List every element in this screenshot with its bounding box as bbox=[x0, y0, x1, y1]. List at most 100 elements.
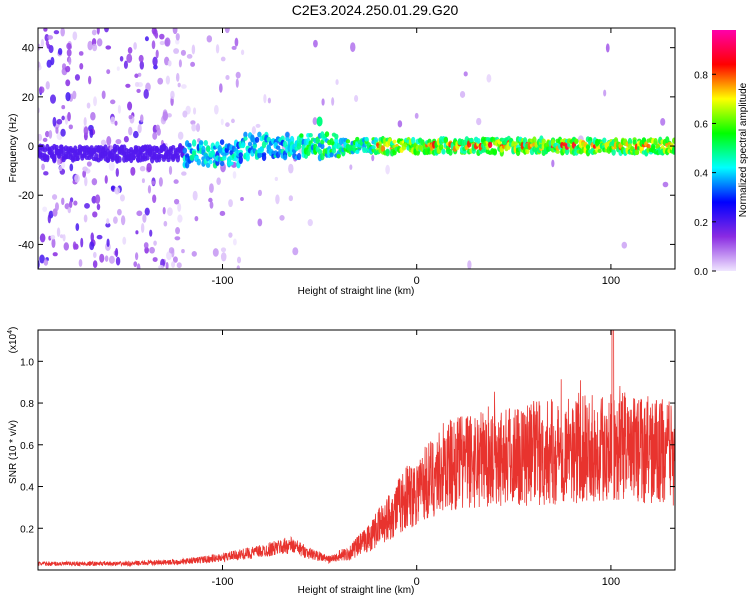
noise-blob bbox=[61, 104, 66, 110]
spectrogram-heatmap bbox=[38, 28, 675, 269]
noise-blob bbox=[82, 170, 87, 178]
x-tick-label: -100 bbox=[211, 275, 233, 287]
band-blob bbox=[240, 142, 246, 148]
noise-blob bbox=[177, 82, 181, 88]
noise-blob bbox=[190, 61, 196, 67]
noise-blob bbox=[158, 177, 163, 187]
x-tick-label: 0 bbox=[414, 576, 420, 588]
noise-blob bbox=[65, 91, 71, 102]
band-blob bbox=[317, 148, 323, 155]
noise-blob bbox=[137, 72, 142, 77]
noise-blob bbox=[78, 51, 84, 56]
noise-blob bbox=[240, 49, 245, 56]
noise-blob bbox=[106, 218, 110, 225]
noise-blob bbox=[51, 194, 58, 200]
noise-blob bbox=[115, 247, 119, 258]
noise-blob bbox=[47, 35, 54, 40]
noise-blob bbox=[181, 249, 185, 254]
spectrogram-xlabel: Height of straight line (km) bbox=[298, 286, 415, 297]
noise-blob bbox=[115, 167, 119, 177]
noise-blob bbox=[414, 112, 419, 119]
band-blob bbox=[443, 136, 449, 144]
band-blob bbox=[285, 131, 290, 138]
colorbar-label: Normalized spectral amplitude bbox=[738, 82, 749, 217]
spectrogram-ylabel: Frequency (Hz) bbox=[8, 114, 19, 183]
band-blob bbox=[401, 146, 407, 151]
band-blob bbox=[574, 138, 579, 145]
noise-blob bbox=[174, 236, 181, 241]
band-blob bbox=[602, 137, 607, 144]
noise-blob bbox=[92, 43, 98, 52]
band-blob bbox=[205, 162, 211, 168]
noise-blob bbox=[79, 62, 84, 70]
noise-blob bbox=[45, 40, 49, 47]
noise-blob bbox=[65, 65, 71, 73]
noise-blob bbox=[60, 128, 66, 137]
noise-blob bbox=[61, 63, 67, 70]
noise-blob bbox=[83, 117, 87, 127]
noise-blob bbox=[168, 165, 173, 175]
band-blob bbox=[316, 116, 323, 127]
noise-blob bbox=[99, 253, 105, 263]
noise-blob bbox=[123, 60, 128, 69]
noise-blob bbox=[91, 29, 97, 36]
noise-blob bbox=[177, 131, 184, 140]
noise-blob bbox=[163, 220, 168, 227]
noise-blob bbox=[181, 171, 187, 176]
band-blob bbox=[487, 141, 493, 149]
colorbar-tick-label: 0.0 bbox=[694, 267, 708, 278]
noise-blob bbox=[44, 33, 50, 42]
band-blob bbox=[469, 138, 474, 143]
noise-blob bbox=[115, 138, 122, 145]
noise-blob bbox=[65, 79, 71, 87]
noise-blob bbox=[96, 234, 103, 240]
spectrogram-panel: -100 0 100 40 20 0 -20 -40 Height of straight l… bbox=[8, 27, 676, 297]
noise-blob bbox=[56, 227, 61, 238]
noise-blob bbox=[61, 197, 65, 206]
band-blob bbox=[219, 139, 225, 145]
noise-blob bbox=[139, 60, 145, 70]
noise-blob bbox=[106, 69, 111, 75]
band-blob bbox=[380, 145, 386, 152]
band-blob bbox=[145, 155, 150, 161]
noise-blob bbox=[56, 118, 63, 125]
noise-blob bbox=[371, 154, 375, 162]
noise-blob bbox=[80, 237, 84, 248]
noise-blob bbox=[62, 234, 66, 242]
noise-blob bbox=[151, 28, 157, 35]
noise-blob bbox=[122, 236, 127, 245]
noise-blob bbox=[84, 203, 90, 209]
band-blob bbox=[205, 145, 211, 153]
noise-blob bbox=[136, 210, 143, 217]
noise-blob bbox=[39, 254, 45, 264]
noise-blob bbox=[660, 117, 666, 126]
noise-blob bbox=[175, 227, 181, 235]
noise-blob bbox=[220, 56, 226, 62]
noise-blob bbox=[92, 260, 98, 269]
noise-blob bbox=[171, 261, 176, 268]
band-blob bbox=[651, 143, 656, 151]
noise-blob bbox=[275, 194, 280, 205]
noise-blob bbox=[104, 175, 108, 184]
noise-blob bbox=[95, 194, 101, 204]
noise-blob bbox=[116, 66, 120, 71]
noise-blob bbox=[137, 123, 142, 134]
band-blob bbox=[555, 149, 560, 154]
band-blob bbox=[653, 138, 658, 146]
noise-blob bbox=[167, 207, 173, 217]
noise-blob bbox=[170, 90, 175, 100]
noise-blob bbox=[92, 251, 97, 258]
noise-blob bbox=[459, 91, 466, 98]
noise-blob bbox=[209, 201, 214, 209]
noise-blob bbox=[89, 129, 94, 138]
noise-blob bbox=[279, 215, 285, 221]
noise-blob bbox=[104, 255, 109, 262]
noise-blob bbox=[143, 89, 149, 99]
y-tick-label: 0.2 bbox=[20, 524, 34, 535]
noise-blob bbox=[115, 256, 121, 266]
noise-blob bbox=[476, 117, 482, 126]
noise-blob bbox=[157, 77, 164, 85]
noise-blob bbox=[331, 97, 335, 106]
noise-blob bbox=[173, 256, 178, 263]
